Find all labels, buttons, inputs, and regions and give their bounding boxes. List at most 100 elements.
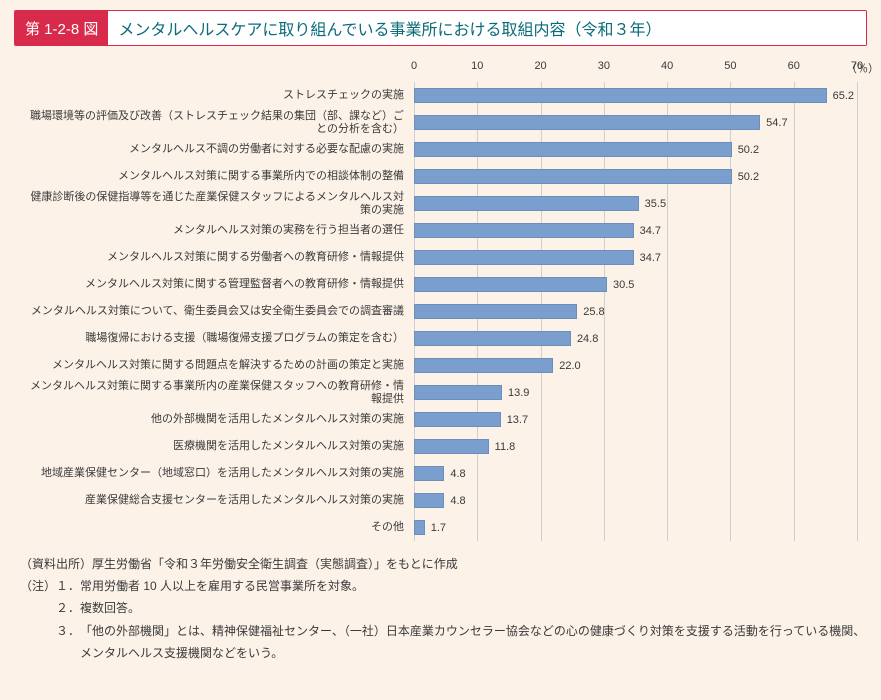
bar-value: 34.7: [640, 225, 661, 237]
bar-track: 4.8: [414, 487, 857, 514]
bar: [414, 331, 571, 346]
x-tick: 0: [411, 60, 417, 72]
chart-row: その他 1.7: [24, 514, 857, 541]
bar: [414, 304, 577, 319]
bar-value: 35.5: [645, 198, 666, 210]
bar-track: 34.7: [414, 244, 857, 271]
bar-label: メンタルヘルス対策に関する事業所内での相談体制の整備: [24, 170, 414, 183]
chart-row: メンタルヘルス対策に関する労働者への教育研修・情報提供 34.7: [24, 244, 857, 271]
chart-row: 他の外部機関を活用したメンタルヘルス対策の実施 13.7: [24, 406, 857, 433]
chart-row: 産業保健総合支援センターを活用したメンタルヘルス対策の実施 4.8: [24, 487, 857, 514]
bar-label: 地域産業保健センター（地域窓口）を活用したメンタルヘルス対策の実施: [24, 467, 414, 480]
bar-value: 25.8: [583, 306, 604, 318]
bar: [414, 358, 553, 373]
source-text: 厚生労働省「令和３年労働安全衛生調査（実態調査）」をもとに作成: [92, 553, 867, 575]
x-tick: 10: [471, 60, 483, 72]
bar: [414, 115, 760, 130]
note-text: 常用労働者 10 人以上を雇用する民営事業所を対象。: [80, 575, 867, 597]
note-text: 「他の外部機関」とは、精神保健福祉センター、（一社）日本産業カウンセラー協会など…: [80, 620, 867, 664]
bar-label: メンタルヘルス不調の労働者に対する必要な配慮の実施: [24, 143, 414, 156]
chart-row: 地域産業保健センター（地域窓口）を活用したメンタルヘルス対策の実施 4.8: [24, 460, 857, 487]
bar-value: 50.2: [738, 171, 759, 183]
bar: [414, 385, 502, 400]
bar-value: 1.7: [431, 522, 446, 534]
bar: [414, 412, 501, 427]
bar-label: 職場復帰における支援（職場復帰支援プログラムの策定を含む）: [24, 332, 414, 345]
bar-label: 医療機関を活用したメンタルヘルス対策の実施: [24, 440, 414, 453]
bar-label: 産業保健総合支援センターを活用したメンタルヘルス対策の実施: [24, 494, 414, 507]
note-head-label: （注）: [20, 575, 56, 597]
bar: [414, 196, 639, 211]
bar-track: 34.7: [414, 217, 857, 244]
x-tick: 20: [534, 60, 546, 72]
bar: [414, 223, 634, 238]
bar-track: 4.8: [414, 460, 857, 487]
bar: [414, 250, 634, 265]
bar-value: 30.5: [613, 279, 634, 291]
bar: [414, 142, 732, 157]
bar-track: 24.8: [414, 325, 857, 352]
chart-row: ストレスチェックの実施 65.2: [24, 82, 857, 109]
bar-value: 24.8: [577, 333, 598, 345]
figure-title-bar: 第 1-2-8 図 メンタルヘルスケアに取り組んでいる事業所における取組内容（令…: [14, 10, 867, 46]
bar-track: 25.8: [414, 298, 857, 325]
figure-number-badge: 第 1-2-8 図: [15, 11, 108, 45]
chart-row: 職場復帰における支援（職場復帰支援プログラムの策定を含む） 24.8: [24, 325, 857, 352]
bar-value: 50.2: [738, 144, 759, 156]
bar-label: メンタルヘルス対策に関する管理監督者への教育研修・情報提供: [24, 278, 414, 291]
x-tick: 60: [788, 60, 800, 72]
bar: [414, 493, 444, 508]
bar: [414, 439, 489, 454]
bar-value: 11.8: [495, 441, 516, 453]
chart-row: メンタルヘルス対策に関する問題点を解決するための計画の策定と実施22.0: [24, 352, 857, 379]
bar-track: 30.5: [414, 271, 857, 298]
bar-track: 13.9: [414, 379, 857, 406]
bar-value: 4.8: [450, 468, 465, 480]
bar-track: 11.8: [414, 433, 857, 460]
note-text: 複数回答。: [80, 597, 867, 619]
chart-bars: ストレスチェックの実施 65.2 職場環境等の評価及び改善（ストレスチェック結果の集…: [24, 82, 857, 541]
x-tick: 30: [598, 60, 610, 72]
bar: [414, 520, 425, 535]
bar: [414, 277, 607, 292]
source-label: （資料出所）: [20, 553, 92, 575]
note-item: （注）３．「他の外部機関」とは、精神保健福祉センター、（一社）日本産業カウンセラ…: [20, 620, 867, 664]
note-item: （注）１．常用労働者 10 人以上を雇用する民営事業所を対象。: [20, 575, 867, 597]
chart-row: メンタルヘルス対策に関する事業所内での相談体制の整備 50.2: [24, 163, 857, 190]
bar-value: 4.8: [450, 495, 465, 507]
note-number: １．: [56, 575, 80, 597]
bar-label: メンタルヘルス対策に関する問題点を解決するための計画の策定と実施: [24, 359, 414, 372]
bar-label: 他の外部機関を活用したメンタルヘルス対策の実施: [24, 413, 414, 426]
bar: [414, 88, 827, 103]
bar: [414, 466, 444, 481]
bar-track: 1.7: [414, 514, 857, 541]
bar-track: 50.2: [414, 163, 857, 190]
bar-label: メンタルヘルス対策に関する労働者への教育研修・情報提供: [24, 251, 414, 264]
bar: [414, 169, 732, 184]
bar-track: 65.2: [414, 82, 857, 109]
chart-notes: （資料出所） 厚生労働省「令和３年労働安全衛生調査（実態調査）」をもとに作成 （…: [20, 553, 867, 664]
chart-row: メンタルヘルス不調の労働者に対する必要な配慮の実施 50.2: [24, 136, 857, 163]
x-axis: 010203040506070（％）: [24, 60, 857, 82]
bar-track: 35.5: [414, 190, 857, 217]
bar-track: 50.2: [414, 136, 857, 163]
bar-value: 34.7: [640, 252, 661, 264]
bar-chart: 010203040506070（％） ストレスチェックの実施65.2職場環境等の…: [24, 60, 857, 541]
bar-label: 職場環境等の評価及び改善（ストレスチェック結果の集団（部、課など）ごとの分析を含…: [24, 110, 414, 135]
bar-label: その他: [24, 521, 414, 534]
note-item: （注）２．複数回答。: [20, 597, 867, 619]
bar-value: 65.2: [833, 90, 854, 102]
bar-label: メンタルヘルス対策の実務を行う担当者の選任: [24, 224, 414, 237]
chart-row: 健康診断後の保健指導等を通じた産業保健スタッフによるメンタルヘルス対策の実施 35…: [24, 190, 857, 217]
bar-value: 13.7: [507, 414, 528, 426]
x-tick: 50: [724, 60, 736, 72]
bar-label: ストレスチェックの実施: [24, 89, 414, 102]
chart-row: 職場環境等の評価及び改善（ストレスチェック結果の集団（部、課など）ごとの分析を含…: [24, 109, 857, 136]
figure-title-text: メンタルヘルスケアに取り組んでいる事業所における取組内容（令和３年）: [108, 11, 671, 45]
bar-value: 13.9: [508, 387, 529, 399]
chart-row: メンタルヘルス対策について、衛生委員会又は安全衛生委員会での調査審議 25.8: [24, 298, 857, 325]
chart-row: メンタルヘルス対策に関する管理監督者への教育研修・情報提供 30.5: [24, 271, 857, 298]
bar-label: メンタルヘルス対策について、衛生委員会又は安全衛生委員会での調査審議: [24, 305, 414, 318]
bar-label: 健康診断後の保健指導等を通じた産業保健スタッフによるメンタルヘルス対策の実施: [24, 191, 414, 216]
note-number: ２．: [56, 597, 80, 619]
